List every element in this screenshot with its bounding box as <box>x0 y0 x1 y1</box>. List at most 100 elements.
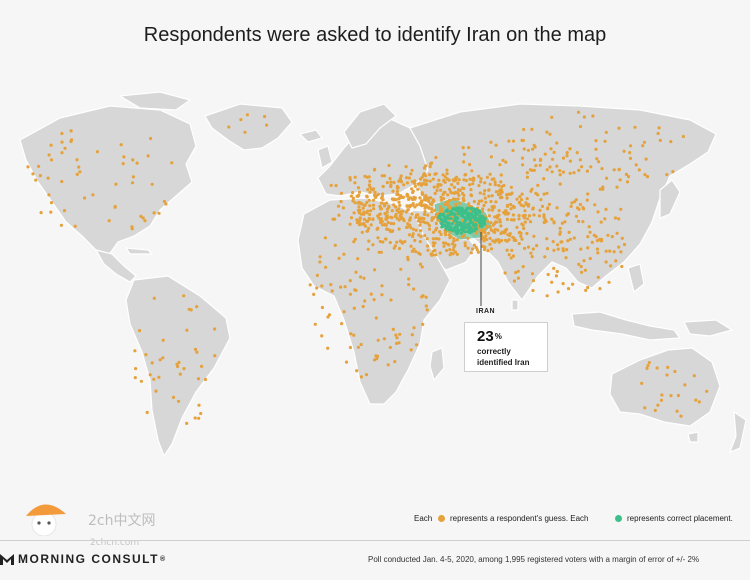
guess-dot <box>34 178 38 182</box>
correct-dot <box>455 206 458 210</box>
guess-dot <box>640 381 644 385</box>
guess-dot <box>520 192 524 196</box>
guess-dot <box>530 255 534 259</box>
guess-dot <box>367 216 371 221</box>
guess-dot <box>614 259 618 263</box>
guess-dot <box>420 204 424 208</box>
guess-dot <box>660 393 664 397</box>
guess-dot <box>418 182 422 186</box>
guess-dot <box>485 175 489 179</box>
guess-dot <box>152 377 156 381</box>
guess-dot <box>412 287 416 291</box>
guess-dot <box>351 199 355 203</box>
guess-dot <box>407 197 411 201</box>
guess-dot <box>604 207 608 211</box>
guess-dot <box>170 161 174 165</box>
guess-dot <box>471 182 475 186</box>
guess-dot <box>517 242 521 246</box>
guess-dot <box>391 189 395 193</box>
guess-dot <box>387 163 391 168</box>
guess-dot <box>368 212 372 217</box>
guess-dot <box>424 304 428 308</box>
guess-dot <box>697 400 701 404</box>
guess-dot <box>487 188 491 192</box>
guess-dot <box>434 253 438 257</box>
guess-dot <box>509 185 513 189</box>
guess-dot <box>479 180 483 184</box>
guess-dot <box>139 214 143 218</box>
guess-dot <box>457 178 461 182</box>
guess-dot <box>564 256 568 260</box>
guess-dot <box>349 332 353 336</box>
guess-dot <box>391 327 395 331</box>
guess-dot <box>362 222 366 226</box>
guess-dot <box>526 148 531 152</box>
guess-dot <box>380 174 384 178</box>
guess-dot <box>362 276 366 280</box>
guess-dot <box>596 251 600 255</box>
guess-dot <box>514 270 518 275</box>
guess-dot <box>353 237 357 241</box>
guess-dot <box>366 209 370 213</box>
guess-dot <box>60 151 64 155</box>
guess-dot <box>196 377 201 381</box>
guess-dot <box>368 190 372 194</box>
guess-dot <box>375 357 379 361</box>
guess-dot <box>418 252 422 256</box>
guess-dot <box>467 146 471 150</box>
guess-dot <box>447 198 452 202</box>
guess-dot <box>393 360 397 364</box>
guess-dot <box>91 193 95 197</box>
guess-dot <box>645 366 649 370</box>
guess-dot <box>580 270 584 274</box>
guess-dot <box>493 227 498 231</box>
guess-dot <box>448 248 452 252</box>
guess-dot <box>653 408 657 412</box>
correct-dot <box>475 212 479 216</box>
guess-dot <box>495 215 499 219</box>
correct-dot <box>461 229 465 233</box>
correct-dot <box>447 226 451 230</box>
guess-dot <box>552 150 556 154</box>
guess-dot <box>397 227 401 231</box>
guess-dot <box>559 240 563 244</box>
guess-dot <box>422 172 426 176</box>
guess-dot <box>441 196 445 201</box>
guess-dot <box>676 393 681 398</box>
guess-dot <box>504 160 508 164</box>
guess-dot <box>625 180 630 184</box>
guess-dot <box>605 176 609 180</box>
guess-dot <box>368 204 372 208</box>
guess-dot <box>550 170 554 174</box>
guess-dot <box>351 191 355 195</box>
guess-dot <box>491 223 495 227</box>
guess-dot <box>381 240 385 244</box>
guess-dot <box>398 332 402 336</box>
guess-dot <box>517 200 522 204</box>
guess-dot <box>324 265 328 269</box>
guess-dot <box>505 217 509 221</box>
guess-dot <box>415 203 419 207</box>
guess-dot <box>604 249 608 253</box>
guess-dot <box>456 191 460 195</box>
callout-text-2: identified Iran <box>477 358 530 367</box>
guess-dot <box>517 217 521 221</box>
correct-dot <box>440 223 444 227</box>
guess-dot <box>461 198 465 202</box>
correct-dot <box>454 223 458 227</box>
guess-dot <box>425 244 430 248</box>
guess-dot <box>367 226 371 230</box>
guess-dot <box>31 172 35 176</box>
guess-dot <box>389 184 393 189</box>
guess-dot <box>355 369 359 373</box>
guess-dot <box>426 248 430 252</box>
guess-dot <box>460 235 464 239</box>
greenland <box>204 103 293 151</box>
guess-dot <box>313 322 317 326</box>
guess-dot <box>405 204 409 208</box>
guess-dot <box>372 207 376 211</box>
guess-dot <box>482 247 487 252</box>
guess-dot <box>152 211 156 215</box>
guess-dot <box>407 233 412 237</box>
guess-dot <box>453 250 457 254</box>
